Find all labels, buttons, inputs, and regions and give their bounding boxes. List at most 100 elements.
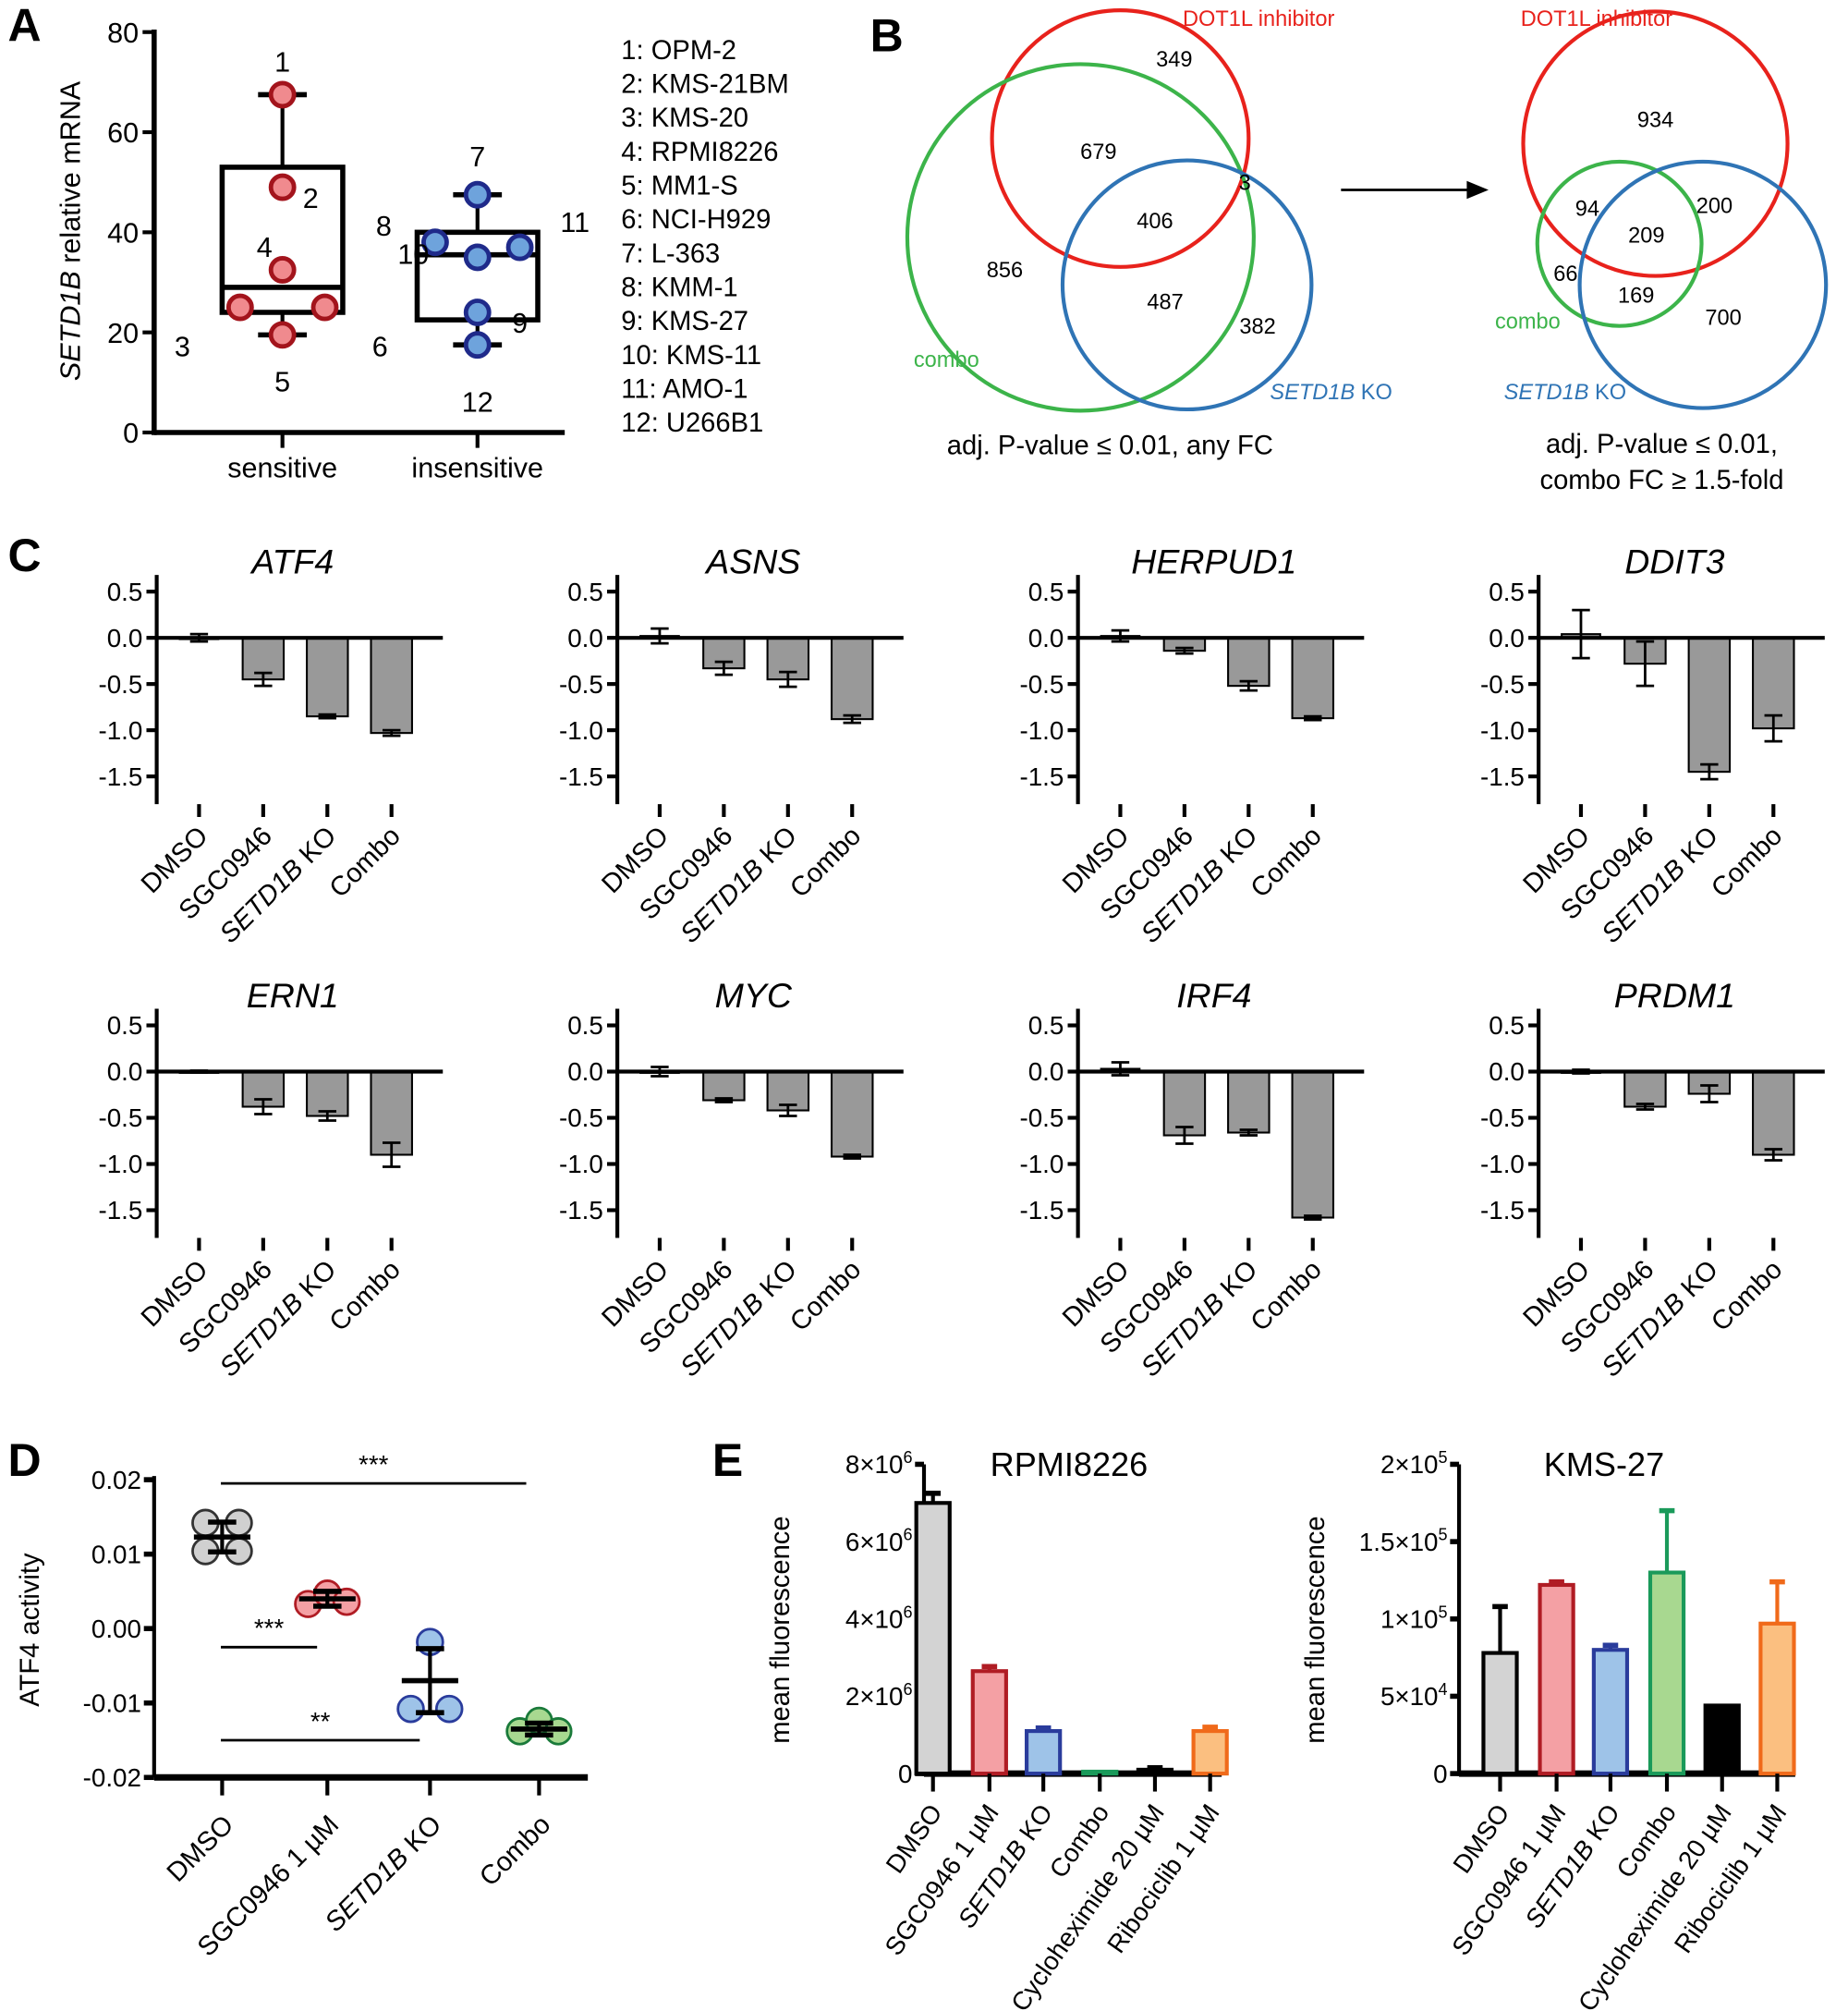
legend-entry: 3: KMS-20 xyxy=(621,104,748,133)
data-point xyxy=(310,293,339,322)
set-circle-blue xyxy=(1060,158,1314,412)
bar-chart-MYC: 0.5 0.0 -0.5 -1.0 -1.5 MYC xyxy=(559,976,904,1251)
arrow-head xyxy=(1466,180,1489,200)
y-tick-label: 0.5 xyxy=(1028,1011,1064,1040)
y-tick-label: 60 xyxy=(107,117,139,149)
point-label: 11 xyxy=(560,207,590,238)
bar-chart-ASNS: 0.5 0.0 -0.5 -1.0 -1.5 ASNS xyxy=(559,542,904,818)
y-tick-label: -0.5 xyxy=(559,670,603,699)
y-tick-label: 0 xyxy=(898,1760,912,1788)
y-tick-label: -1.0 xyxy=(1480,1150,1525,1178)
y-tick-label: -0.5 xyxy=(1020,1103,1064,1132)
bar xyxy=(1647,1570,1686,1776)
y-tick-label: -1.5 xyxy=(1020,1196,1064,1225)
data-point xyxy=(268,80,297,109)
data-point xyxy=(396,1694,425,1724)
y-axis-title: mean fluorescence xyxy=(766,1516,796,1743)
italic-gene: SETD1B xyxy=(1504,381,1589,405)
x-tick-label: Combo xyxy=(784,822,867,904)
y-tick-label: 0 xyxy=(123,418,139,449)
bar xyxy=(306,1070,349,1117)
tick-base: 0 xyxy=(1433,1760,1447,1788)
significance-label: *** xyxy=(254,1614,285,1642)
set-circle-green xyxy=(905,62,1256,413)
y-tick-label: 0.0 xyxy=(567,1057,603,1086)
y-tick-label: -1.0 xyxy=(98,1150,142,1178)
bar xyxy=(1227,637,1270,688)
data-point xyxy=(434,1694,464,1724)
point-label: 6 xyxy=(372,331,388,362)
point-label: 10 xyxy=(397,238,429,270)
set-circle-blue xyxy=(1577,159,1829,410)
region-count-blue_only: 700 xyxy=(1705,306,1741,330)
bar xyxy=(306,637,349,718)
bar-chart-ERN1: 0.5 0.0 -0.5 -1.0 -1.5 ERN1 xyxy=(98,976,444,1251)
x-tick-label: Combo xyxy=(324,1255,407,1337)
bar xyxy=(1227,1070,1270,1134)
data-point xyxy=(463,299,492,326)
y-tick-label: -0.5 xyxy=(98,1103,142,1132)
data-point xyxy=(268,173,297,201)
y-tick-label: -1.5 xyxy=(1480,1196,1525,1225)
y-tick-label: 0.5 xyxy=(1028,578,1064,606)
y-tick-label: 8×106 xyxy=(845,1448,913,1479)
tick-exponent: 6 xyxy=(903,1680,912,1699)
venn-caption: combo FC ≥ 1.5-fold xyxy=(1539,466,1783,495)
legend-entry: 5: MM1-S xyxy=(621,172,737,201)
bar xyxy=(1291,1070,1335,1219)
significance-label: *** xyxy=(359,1450,389,1479)
tick-base: 0 xyxy=(898,1760,912,1788)
tick-base: 2×10 xyxy=(845,1682,904,1711)
x-tick-label: Combo xyxy=(1246,1255,1328,1337)
box xyxy=(219,165,346,315)
label-rest: KO xyxy=(1588,381,1626,405)
y-tick-label: -1.5 xyxy=(559,1196,603,1225)
region-count-red_blue: 200 xyxy=(1696,195,1732,219)
y-tick-label: 0.01 xyxy=(91,1540,141,1568)
y-tick-label: -1.5 xyxy=(98,762,142,791)
venn-caption: adj. P-value ≤ 0.01, any FC xyxy=(947,432,1273,461)
set-circle-red xyxy=(1521,9,1790,278)
y-tick-label: 0 xyxy=(1433,1760,1447,1788)
legend-entry: 7: L-363 xyxy=(621,239,720,269)
point-label: 5 xyxy=(274,366,290,397)
set-circle-red xyxy=(990,8,1251,269)
point-label: 4 xyxy=(257,232,273,263)
y-axis-title: mean fluorescence xyxy=(1301,1516,1331,1743)
bar xyxy=(1081,1769,1119,1776)
x-tick-label: Combo xyxy=(474,1810,556,1892)
y-tick-label: 2×106 xyxy=(845,1680,913,1711)
bar-chart-DDIT3: 0.5 0.0 -0.5 -1.0 -1.5 DDIT3 xyxy=(1480,542,1825,818)
tick-base: 1×10 xyxy=(1380,1604,1439,1633)
bar xyxy=(702,1070,746,1102)
y-tick-label: 0.5 xyxy=(107,1011,143,1040)
legend-entry: 1: OPM-2 xyxy=(621,36,736,66)
x-tick-label: Combo xyxy=(784,1255,867,1337)
tick-exponent: 5 xyxy=(1439,1603,1448,1621)
set-label-red: DOT1L inhibitor xyxy=(1183,7,1334,31)
panel-letter-B: B xyxy=(870,10,904,62)
panel-letter-A: A xyxy=(8,0,42,51)
point-label: 12 xyxy=(462,386,493,418)
x-tick-label: Combo xyxy=(1706,1255,1788,1337)
y-tick-label: 40 xyxy=(107,217,139,249)
bar-chart-PRDM1: 0.5 0.0 -0.5 -1.0 -1.5 PRDM1 xyxy=(1480,976,1825,1251)
y-tick-label: 0.0 xyxy=(1028,624,1064,652)
point-label: 7 xyxy=(469,141,485,173)
region-count-green_only: 856 xyxy=(987,259,1023,283)
chart-title: KMS-27 xyxy=(1544,1445,1664,1483)
panel-letter-E: E xyxy=(712,1434,743,1486)
legend-entry: 6: NCI-H929 xyxy=(621,205,771,235)
region-count-all: 209 xyxy=(1628,224,1664,248)
tick-base: 6×10 xyxy=(845,1528,904,1556)
set-label-green: combo xyxy=(914,348,979,372)
y-tick-label: 0.5 xyxy=(567,578,603,606)
set-circle-green xyxy=(1535,159,1704,328)
bar xyxy=(1481,1651,1519,1776)
tick-base: 1.5×10 xyxy=(1359,1528,1439,1556)
y-tick-label: 0.5 xyxy=(107,578,143,606)
y-tick-label: -1.0 xyxy=(1480,716,1525,745)
y-axis-title: ATF4 activity xyxy=(16,1553,45,1707)
